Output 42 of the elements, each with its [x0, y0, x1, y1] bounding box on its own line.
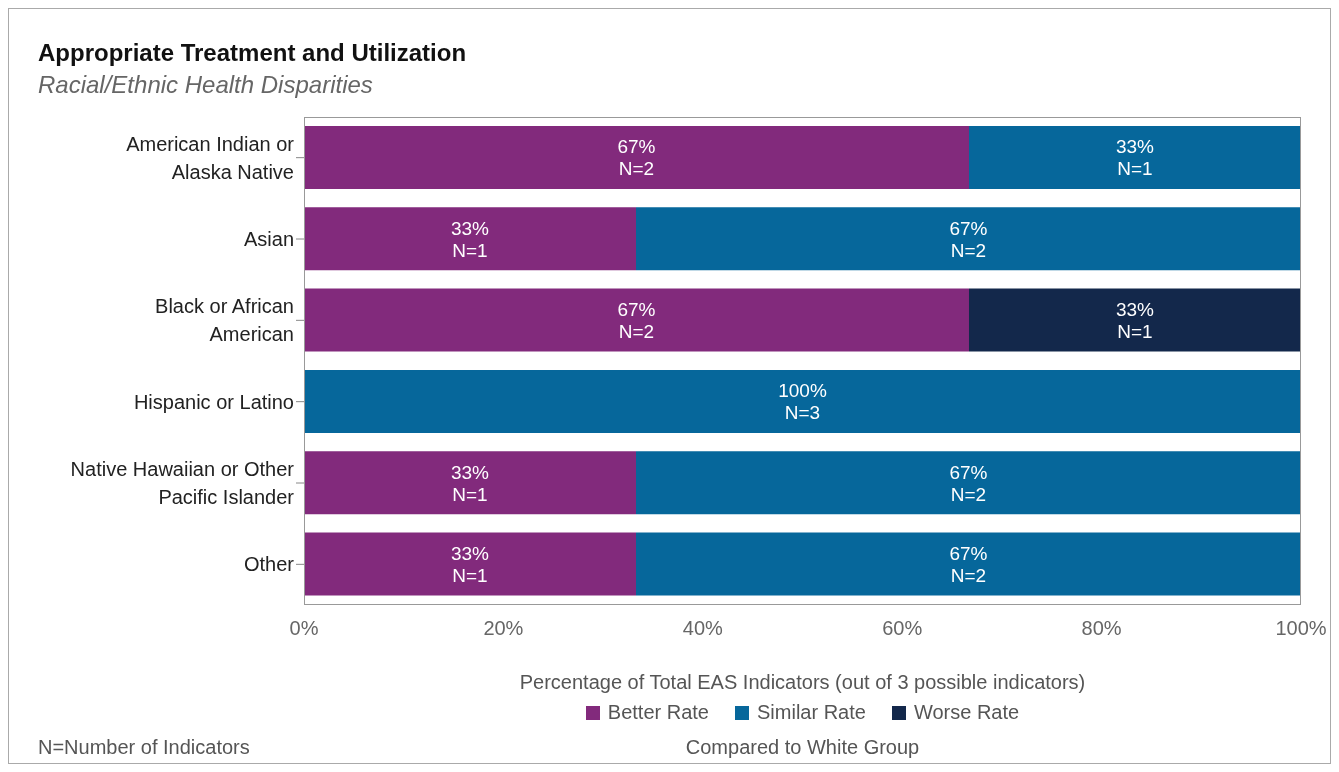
x-tick-label: 100% [1275, 617, 1327, 640]
bar [304, 451, 636, 515]
chart-title: Appropriate Treatment and Utilization [38, 39, 467, 67]
bar [636, 532, 1301, 596]
x-tick-label: 20% [483, 617, 524, 640]
data-label: 100% N=3 [778, 379, 827, 423]
y-tick-label: Other [243, 553, 295, 576]
data-label: 33% N=1 [450, 217, 490, 261]
chart-subtitle: Racial/Ethnic Health Disparities [38, 71, 373, 99]
y-tick-label: Asian [243, 228, 294, 250]
y-tick-label: Native Hawaiian or Other Pacific Islander [70, 458, 295, 508]
bar [304, 369, 1301, 433]
legend-label: Better Rate [606, 701, 709, 724]
text: Compared to White Group [684, 736, 921, 759]
bar [969, 288, 1301, 352]
bar [636, 207, 1301, 271]
x-tick-label: 0% [289, 617, 319, 640]
x-tick-label: 40% [682, 617, 724, 640]
legend-label: Similar Rate [756, 701, 866, 724]
bar [969, 125, 1301, 189]
y-tick-label: Black or African American [155, 295, 294, 346]
data-label: 67% N=2 [949, 461, 988, 505]
y-tick-label: American Indian or Alaska Native [126, 132, 295, 183]
bar [304, 125, 969, 189]
bar [304, 288, 969, 352]
data-label: 33% N=1 [450, 542, 490, 586]
bar [304, 207, 636, 271]
bar [636, 451, 1301, 515]
data-label: 33% N=1 [1115, 135, 1155, 179]
data-label: 67% N=2 [617, 298, 656, 342]
x-tick-label: 80% [1081, 617, 1122, 640]
data-label: 67% N=2 [949, 542, 988, 586]
data-label: 33% N=1 [450, 461, 490, 505]
x-tick-label: 60% [882, 617, 923, 640]
bar [304, 532, 636, 596]
data-label: 67% N=2 [949, 217, 988, 261]
legend-label: Worse Rate [912, 701, 1020, 724]
x-axis-title: Percentage of Total EAS Indicators (out of 3 possible indicators) [518, 671, 1087, 694]
data-label: 67% N=2 [617, 135, 656, 179]
y-tick-label: Hispanic or Latino [133, 390, 294, 413]
data-label: 33% N=1 [1115, 298, 1155, 342]
text: N=Number of Indicators [38, 736, 250, 759]
